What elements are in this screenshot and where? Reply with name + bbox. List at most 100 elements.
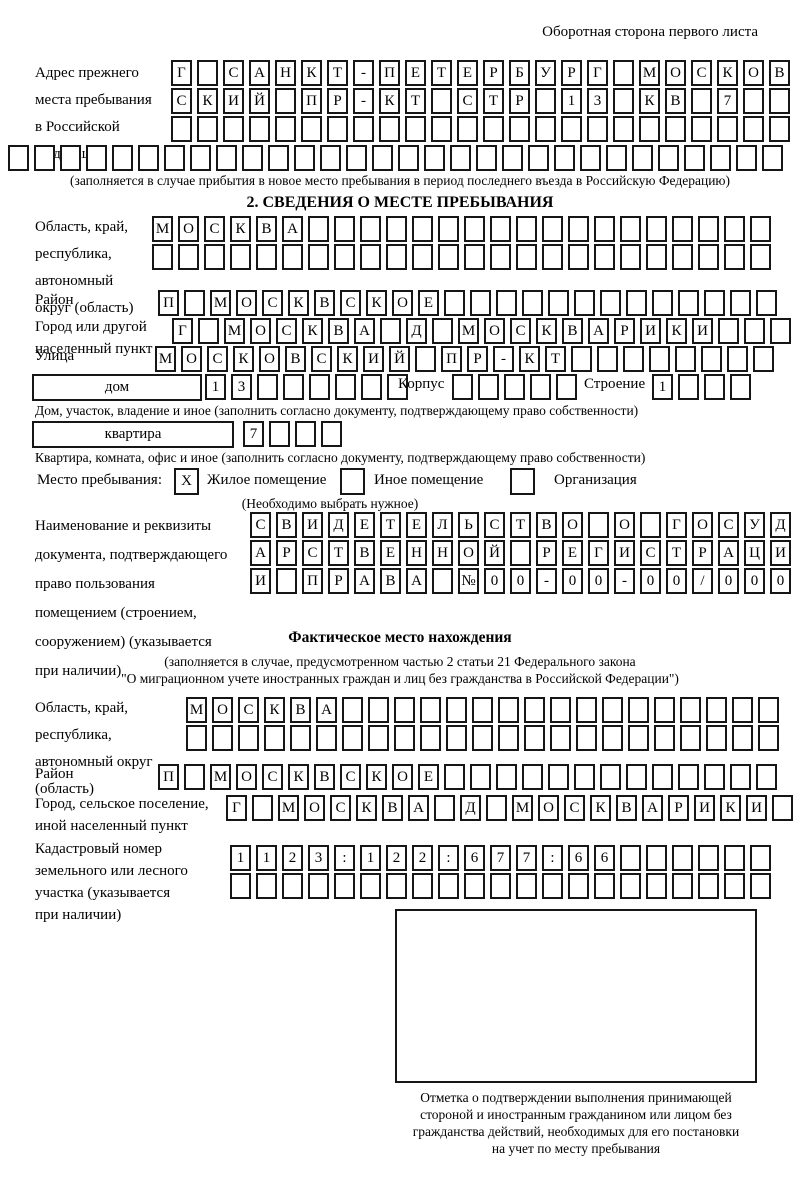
char-box[interactable]: 1 [652, 374, 673, 400]
char-box[interactable]: В [536, 512, 557, 538]
char-box[interactable]: - [614, 568, 635, 594]
char-box[interactable]: 3 [587, 88, 608, 114]
char-box[interactable] [490, 216, 511, 242]
char-box[interactable]: О [538, 795, 559, 821]
char-box[interactable] [623, 346, 644, 372]
char-box[interactable] [652, 290, 673, 316]
char-box[interactable] [470, 764, 491, 790]
char-box[interactable] [472, 697, 493, 723]
char-box[interactable] [762, 145, 783, 171]
char-box[interactable] [724, 216, 745, 242]
char-box[interactable] [620, 873, 641, 899]
char-box[interactable] [498, 697, 519, 723]
char-box[interactable]: С [564, 795, 585, 821]
char-box[interactable]: Й [249, 88, 270, 114]
char-box[interactable]: Т [328, 540, 349, 566]
char-box[interactable] [190, 145, 211, 171]
char-box[interactable] [450, 145, 471, 171]
char-box[interactable]: А [642, 795, 663, 821]
char-box[interactable]: М [458, 318, 479, 344]
char-box[interactable]: Б [509, 60, 530, 86]
char-box[interactable]: В [256, 216, 277, 242]
char-box[interactable] [743, 88, 764, 114]
char-box[interactable] [432, 568, 453, 594]
char-box[interactable]: И [640, 318, 661, 344]
char-box[interactable]: В [290, 697, 311, 723]
char-box[interactable]: Д [406, 318, 427, 344]
char-box[interactable] [327, 116, 348, 142]
char-box[interactable]: О [178, 216, 199, 242]
char-box[interactable]: И [302, 512, 323, 538]
char-box[interactable] [242, 145, 263, 171]
char-box[interactable]: К [639, 88, 660, 114]
char-box[interactable]: С [510, 318, 531, 344]
char-box[interactable] [204, 244, 225, 270]
char-box[interactable]: Н [275, 60, 296, 86]
char-box[interactable] [368, 697, 389, 723]
char-box[interactable]: И [694, 795, 715, 821]
char-box[interactable] [464, 216, 485, 242]
char-box[interactable] [576, 725, 597, 751]
char-box[interactable]: О [181, 346, 202, 372]
char-box[interactable] [238, 725, 259, 751]
char-box[interactable] [568, 216, 589, 242]
char-box[interactable]: К [288, 764, 309, 790]
char-box[interactable] [691, 116, 712, 142]
char-box[interactable] [360, 873, 381, 899]
char-box[interactable] [252, 795, 273, 821]
char-box[interactable]: А [354, 568, 375, 594]
char-box[interactable]: П [379, 60, 400, 86]
char-box[interactable] [483, 116, 504, 142]
char-box[interactable] [574, 290, 595, 316]
char-box[interactable]: 3 [308, 845, 329, 871]
char-box[interactable] [750, 845, 771, 871]
char-box[interactable] [620, 216, 641, 242]
char-box[interactable]: Р [509, 88, 530, 114]
char-box[interactable]: С [330, 795, 351, 821]
char-box[interactable] [275, 88, 296, 114]
char-box[interactable]: К [337, 346, 358, 372]
char-box[interactable]: В [616, 795, 637, 821]
char-box[interactable] [216, 145, 237, 171]
char-box[interactable] [186, 725, 207, 751]
char-box[interactable]: О [484, 318, 505, 344]
char-box[interactable]: В [285, 346, 306, 372]
char-box[interactable] [212, 725, 233, 751]
char-box[interactable]: 1 [230, 845, 251, 871]
char-box[interactable] [486, 795, 507, 821]
char-box[interactable] [276, 568, 297, 594]
char-box[interactable]: Д [460, 795, 481, 821]
char-box[interactable] [750, 244, 771, 270]
char-box[interactable] [249, 116, 270, 142]
char-box[interactable]: М [224, 318, 245, 344]
char-box[interactable]: Л [432, 512, 453, 538]
char-box[interactable]: К [666, 318, 687, 344]
char-box[interactable]: У [535, 60, 556, 86]
char-box[interactable]: М [512, 795, 533, 821]
char-box[interactable] [464, 244, 485, 270]
char-box[interactable] [420, 697, 441, 723]
char-box[interactable]: В [380, 568, 401, 594]
char-box[interactable] [472, 725, 493, 751]
char-box[interactable]: М [152, 216, 173, 242]
char-box[interactable]: 0 [718, 568, 739, 594]
char-box[interactable] [171, 116, 192, 142]
char-box[interactable] [613, 116, 634, 142]
char-box[interactable]: С [340, 290, 361, 316]
char-box[interactable]: И [250, 568, 271, 594]
char-box[interactable] [658, 145, 679, 171]
char-box[interactable] [524, 725, 545, 751]
char-box[interactable]: В [328, 318, 349, 344]
char-box[interactable] [309, 374, 330, 400]
char-box[interactable]: В [276, 512, 297, 538]
char-box[interactable]: А [282, 216, 303, 242]
char-box[interactable] [678, 290, 699, 316]
char-box[interactable] [530, 374, 551, 400]
char-box[interactable]: Т [380, 512, 401, 538]
stay-type-checkbox-other-premises[interactable] [340, 468, 365, 495]
char-box[interactable]: Г [172, 318, 193, 344]
char-box[interactable]: О [392, 290, 413, 316]
char-box[interactable]: О [614, 512, 635, 538]
char-box[interactable]: Т [327, 60, 348, 86]
char-box[interactable] [308, 244, 329, 270]
